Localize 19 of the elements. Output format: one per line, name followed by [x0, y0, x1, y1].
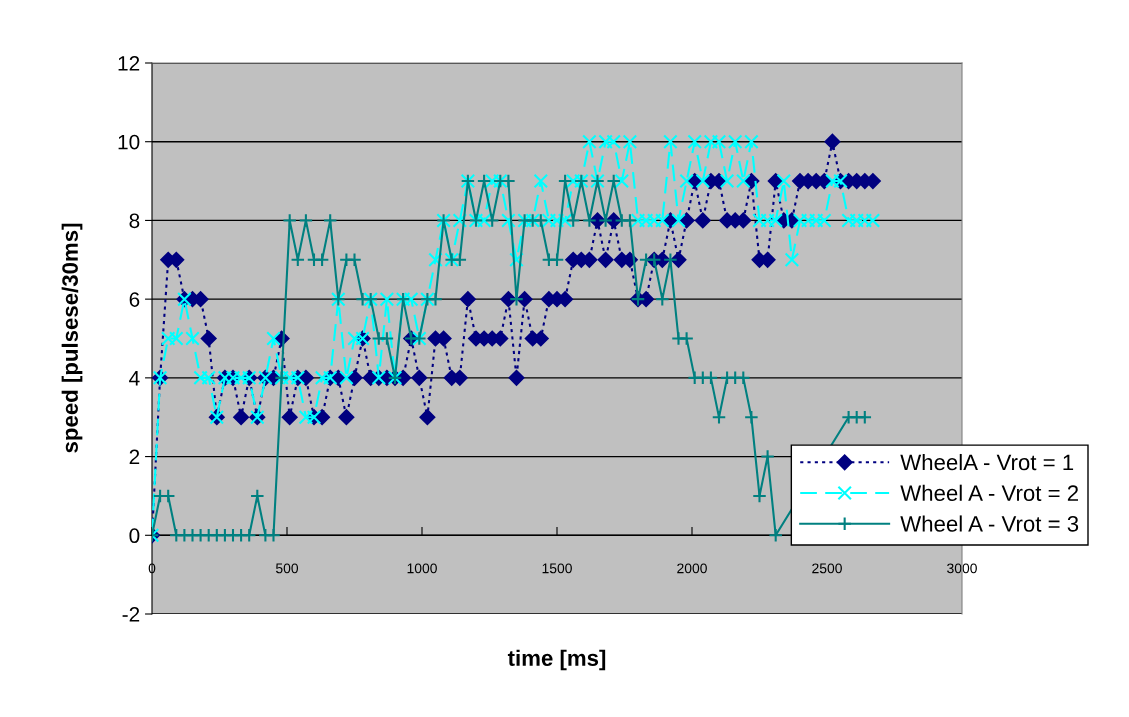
x-tick-label: 500 — [275, 563, 299, 574]
y-tick-label: 12 — [118, 56, 140, 71]
y-axis-title: speed [pulsese/30ms] — [61, 223, 83, 453]
y-tick-label: -2 — [122, 607, 140, 622]
y-tick-label: 2 — [129, 449, 140, 465]
legend-label: Wheel A - Vrot = 3 — [900, 515, 1079, 532]
x-tick-label: 1000 — [407, 563, 437, 574]
legend-label: Wheel A - Vrot = 2 — [900, 484, 1078, 501]
x-tick-label: 3000 — [947, 563, 977, 574]
y-tick-label: 8 — [129, 213, 140, 229]
x-tick-label: 2000 — [677, 563, 707, 574]
legend-label: WheelA - Vrot = 1 — [900, 453, 1074, 471]
x-axis-title: time [ms] — [507, 649, 606, 671]
x-tick-label: 1500 — [542, 563, 572, 574]
x-tick-label: 2500 — [812, 563, 842, 574]
y-tick-label: 4 — [129, 371, 140, 386]
y-tick-label: 10 — [118, 134, 140, 150]
y-tick-label: 6 — [129, 292, 140, 307]
y-tick-label: 0 — [129, 528, 140, 544]
